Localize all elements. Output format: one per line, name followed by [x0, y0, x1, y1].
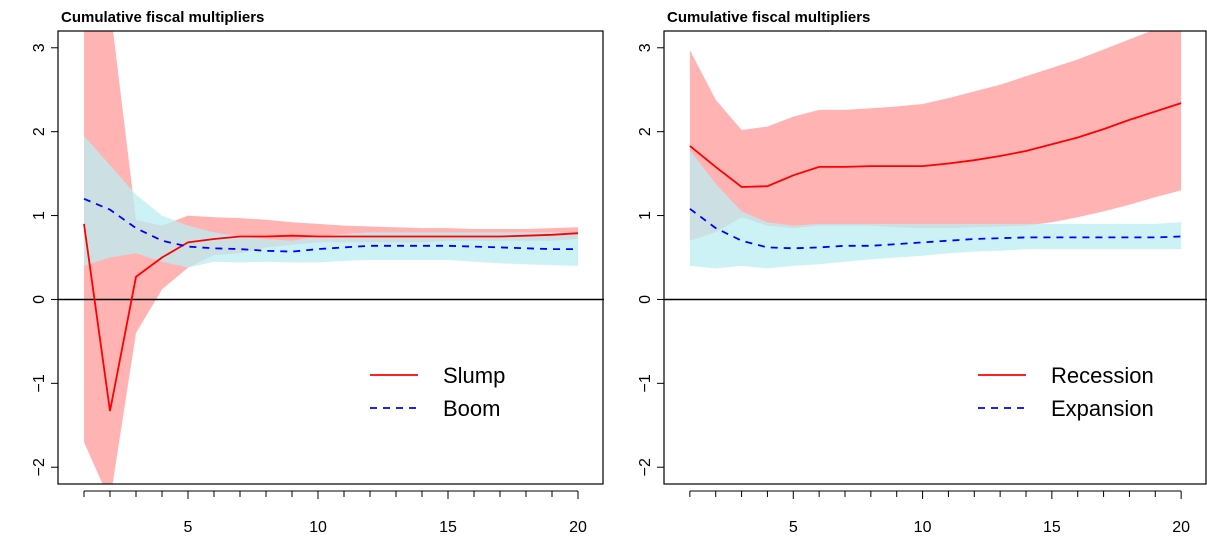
x-tick-label: 5 [184, 519, 193, 536]
y-tick-label: 0 [637, 295, 654, 304]
x-tick-label: 15 [439, 519, 457, 536]
legend-label-expansion: Expansion [1051, 396, 1154, 421]
x-tick-label: 20 [569, 519, 587, 536]
series-line-boom [83, 197, 578, 253]
chart-panel-2: Cumulative fiscal multipliers −2 −1 0 1 2 3 5 10… [637, 9, 1207, 536]
x-tick-label: 10 [914, 519, 932, 536]
y-tick-label: 1 [31, 211, 48, 220]
y-tick-label: −1 [637, 374, 654, 392]
confidence-band-recession [689, 31, 1182, 241]
series-line-expansion [689, 208, 1182, 250]
plot-frame [57, 30, 604, 485]
confidence-band-boom [84, 135, 578, 268]
chart-title: Cumulative fiscal multipliers [61, 9, 264, 26]
confidence-band-expansion [689, 150, 1182, 269]
plot-area [58, 31, 604, 484]
x-tick-label: 20 [1172, 519, 1190, 536]
y-tick-label: 2 [31, 127, 48, 136]
series-line-slump [83, 223, 579, 412]
plot-frame [663, 30, 1207, 485]
legend-label-boom: Boom [443, 396, 500, 421]
y-tick-label: 3 [637, 43, 654, 52]
y-tick-label: −1 [31, 374, 48, 392]
legend: Recession Expansion [978, 363, 1154, 421]
legend-label-slump: Slump [443, 363, 505, 388]
x-tick-label: 5 [789, 519, 798, 536]
y-tick-label: 0 [31, 295, 48, 304]
y-tick-label: 2 [637, 127, 654, 136]
y-tick-label: −2 [637, 458, 654, 476]
x-tick-label: 10 [309, 519, 327, 536]
legend: Slump Boom [370, 363, 505, 421]
legend-label-recession: Recession [1051, 363, 1154, 388]
y-tick-label: 3 [31, 43, 48, 52]
y-tick-label: −2 [31, 458, 48, 476]
x-tick-label: 15 [1043, 519, 1061, 536]
y-tick-label: 1 [637, 211, 654, 220]
series-line-recession [689, 102, 1182, 188]
chart-title: Cumulative fiscal multipliers [667, 9, 870, 26]
chart-panel-1: Cumulative fiscal multipliers −2 −1 0 1 2 3 5 10… [31, 9, 604, 536]
plot-area [664, 31, 1207, 301]
